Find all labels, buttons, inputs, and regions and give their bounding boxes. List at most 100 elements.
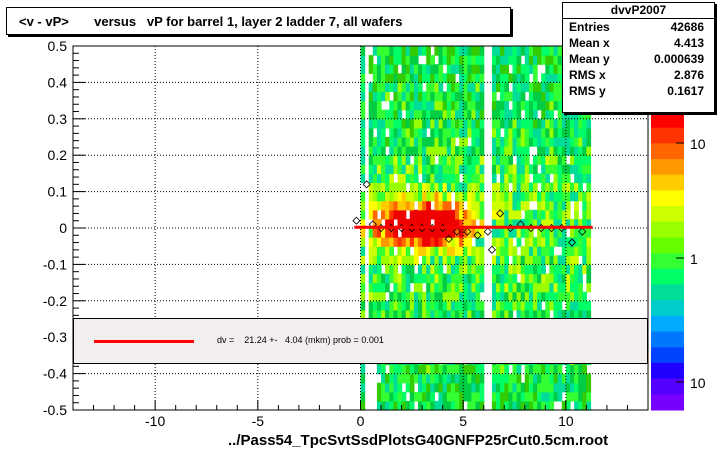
stats-row-mean-x: Mean x 4.413 (563, 35, 714, 51)
heatmap-cell (500, 273, 505, 284)
heatmap-cell (582, 164, 587, 174)
heatmap-cell (549, 137, 555, 147)
heatmap-cell (570, 155, 575, 165)
heatmap-cell (479, 209, 485, 220)
heatmap-cell (500, 264, 505, 275)
heatmap-cell (409, 127, 415, 138)
heatmap-cell (393, 46, 399, 56)
heatmap-cell (360, 264, 366, 275)
heatmap-cell (438, 173, 444, 184)
heatmap-cell (389, 218, 394, 229)
heatmap-cell (418, 400, 423, 411)
heatmap-cell (496, 273, 501, 284)
heatmap-cell (500, 137, 505, 147)
heatmap-cell (442, 173, 448, 184)
heatmap-cell (413, 173, 419, 184)
heatmap-cell (376, 46, 382, 56)
heatmap-cell (553, 264, 559, 275)
heatmap-cell (360, 137, 366, 147)
heatmap-cell (459, 300, 464, 311)
heatmap-cell (450, 173, 456, 184)
heatmap-cell (553, 55, 559, 65)
heatmap-cell (508, 146, 514, 156)
heatmap-cell (508, 164, 514, 174)
heatmap-cell (455, 264, 460, 275)
heatmap-cell (537, 118, 542, 129)
heatmap-cell (381, 73, 386, 83)
stats-name: dvvP2007 (563, 3, 714, 19)
heatmap-cell (430, 237, 435, 247)
heatmap-cell (528, 55, 534, 65)
heatmap-cell (574, 155, 579, 165)
heatmap-cell (565, 200, 571, 211)
heatmap-cell (565, 137, 571, 147)
heatmap-cell (549, 82, 555, 93)
heatmap-cell (389, 309, 394, 320)
heatmap-cell (360, 173, 366, 184)
heatmap-cell (393, 373, 399, 384)
heatmap-cell (475, 291, 481, 302)
heatmap-cell (512, 228, 518, 238)
heatmap-cell (426, 364, 431, 375)
heatmap-cell (574, 137, 579, 147)
heatmap-cell (586, 155, 592, 165)
heatmap-cell (430, 109, 435, 120)
heatmap-cell (413, 82, 419, 93)
heatmap-cell (508, 237, 514, 247)
heatmap-cell (516, 82, 522, 93)
heatmap-cell (545, 273, 550, 284)
heatmap-cell (389, 237, 394, 247)
heatmap-cell (426, 218, 431, 229)
heatmap-cell (533, 64, 538, 74)
heatmap-cell (376, 73, 382, 83)
heatmap-cell (389, 264, 394, 275)
heatmap-cell (528, 300, 534, 311)
heatmap-cell (381, 246, 386, 256)
heatmap-cell (459, 273, 464, 284)
heatmap-cell (418, 91, 423, 102)
heatmap-cell (409, 173, 415, 184)
heatmap-cell (574, 364, 579, 375)
heatmap-cell (586, 309, 592, 320)
heatmap-cell (504, 127, 509, 138)
heatmap-cell (533, 391, 538, 402)
palette-swatch (651, 253, 684, 270)
heatmap-cell (586, 182, 592, 193)
heatmap-cell (376, 282, 382, 293)
heatmap-cell (512, 55, 518, 65)
heatmap-cell (582, 109, 587, 120)
heatmap-cell (471, 382, 477, 393)
heatmap-cell (397, 46, 403, 56)
heatmap-cell (450, 273, 456, 284)
heatmap-cell (459, 200, 464, 211)
heatmap-cell (368, 246, 374, 256)
heatmap-cell (385, 164, 390, 174)
heatmap-cell (508, 246, 514, 256)
heatmap-cell (393, 146, 399, 156)
heatmap-cell (528, 264, 534, 275)
heatmap-cell (446, 109, 452, 120)
heatmap-cell (471, 373, 477, 384)
heatmap-cell (586, 391, 592, 402)
heatmap-cell (430, 137, 435, 147)
heatmap-cell (557, 373, 563, 384)
heatmap-cell (426, 209, 431, 220)
heatmap-cell (397, 91, 403, 102)
heatmap-cell (574, 209, 579, 220)
heatmap-cell (422, 209, 427, 220)
heatmap-cell (463, 237, 468, 247)
heatmap-cell (524, 127, 530, 138)
heatmap-cell (463, 73, 468, 83)
heatmap-cell (578, 382, 583, 393)
heatmap-cell (455, 400, 460, 411)
heatmap-cell (397, 155, 403, 165)
heatmap-cell (545, 100, 550, 111)
heatmap-cell (537, 155, 542, 165)
profile-point (352, 216, 361, 225)
heatmap-cell (545, 200, 550, 211)
heatmap-cell (376, 118, 382, 129)
palette-swatch (651, 362, 684, 380)
stats-box: dvvP2007 Entries 42686 Mean x 4.413 Mean… (562, 2, 715, 113)
heatmap-cell (533, 364, 538, 375)
heatmap-cell (376, 364, 382, 375)
